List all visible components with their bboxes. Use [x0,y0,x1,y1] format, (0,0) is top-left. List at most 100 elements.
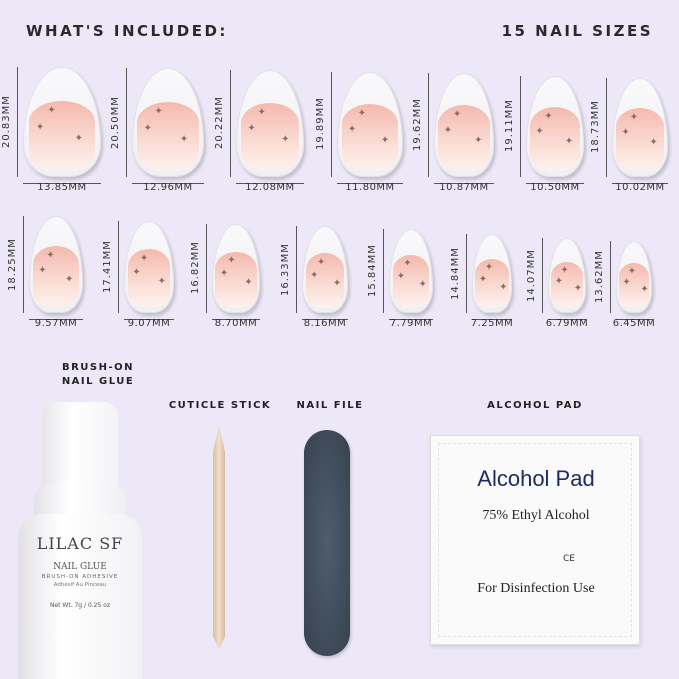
press-on-nail: ✦ ✦ ✦ [471,234,513,313]
star-charm-icon: ✦ [179,133,189,145]
star-charm-icon: ✦ [281,134,290,146]
press-on-nail: ✦ ✦ ✦ [236,69,304,177]
stick-label: CUTICLE STICK [168,400,272,411]
height-line [465,234,467,313]
height-line [383,229,385,313]
height-line [605,77,607,177]
star-charm-icon: ✦ [154,106,163,118]
press-on-nail: ✦ ✦ ✦ [302,226,348,313]
nail-glue-bottle: LILAC SF NAIL GLUE BRUSH-ON ADHESIVE Adh… [18,402,142,679]
press-on-nail: ✦ ✦ ✦ [433,73,495,177]
height-line [427,73,429,177]
star-charm-icon: ✦ [227,255,236,267]
nail-width-label: 8.70MM [214,318,258,329]
press-on-nail: ✦ ✦ ✦ [211,223,261,313]
nail-height-label: 18.25MM [7,237,19,291]
height-line [17,66,19,177]
star-charm-icon: ✦ [403,258,412,270]
width-line [336,183,404,184]
star-charm-icon: ✦ [74,132,84,144]
width-line [236,183,304,184]
width-line [29,319,83,320]
height-line [23,216,25,313]
bottle-french: Adhésif Au Pinceau [53,582,107,588]
bottle-product: NAIL GLUE [53,562,107,572]
star-charm-icon: ✦ [396,271,406,283]
nail-width-label: 7.79MM [389,318,433,329]
press-on-nail: ✦ ✦ ✦ [611,77,669,177]
pad-line2: For Disinfection Use [477,581,595,596]
press-on-nail: ✦ ✦ ✦ [615,240,653,313]
pad-label: ALCOHOL PAD [487,400,583,411]
nail-width-label: 12.96MM [143,182,193,193]
star-charm-icon: ✦ [629,112,639,124]
width-line [211,319,261,320]
star-charm-icon: ✦ [38,264,47,276]
star-charm-icon: ✦ [640,284,649,296]
star-charm-icon: ✦ [257,107,266,119]
pad-title: Alcohol Pad [477,466,595,491]
star-charm-icon: ✦ [65,274,74,286]
star-charm-icon: ✦ [47,105,56,117]
nail-height-label: 20.22MM [214,96,226,150]
star-charm-icon: ✦ [621,127,630,139]
star-charm-icon: ✦ [474,135,483,147]
height-line [609,240,611,313]
nail-height-label: 18.73MM [589,100,601,154]
star-charm-icon: ✦ [316,256,326,268]
star-charm-icon: ✦ [332,278,342,290]
nail-height-label: 16.33MM [280,242,292,296]
nail-width-label: 9.07MM [127,318,171,329]
width-line [23,183,101,184]
height-line [117,220,119,313]
star-charm-icon: ✦ [573,283,583,295]
star-charm-icon: ✦ [347,124,357,136]
glue-label-1: BRUSH-ON [61,362,135,373]
height-line [330,71,332,177]
bottle-brand: LILAC SF [36,534,124,553]
nail-width-label: 10.87MM [439,182,489,193]
nail-file [304,430,350,656]
nail-width-label: 10.02MM [615,182,665,193]
width-line [389,319,433,320]
header-title: WHAT'S INCLUDED: [26,22,228,40]
pad-line1: 75% Ethyl Alcohol [482,508,590,523]
star-charm-icon: ✦ [627,266,637,278]
star-charm-icon: ✦ [478,273,488,285]
header-sizes: 15 NAIL SIZES [501,22,653,40]
width-line [611,183,669,184]
nail-height-label: 19.11MM [503,99,515,153]
star-charm-icon: ✦ [535,126,544,138]
star-charm-icon: ✦ [35,121,45,133]
star-charm-icon: ✦ [622,276,631,288]
press-on-nail: ✦ ✦ ✦ [23,66,101,177]
nail-height-label: 14.84MM [449,246,461,300]
height-line [519,75,521,177]
star-charm-icon: ✦ [484,261,494,273]
height-line [205,223,207,313]
width-line [471,319,513,320]
nail-height-label: 13.62MM [593,250,605,303]
pad-ce: CE [563,554,575,564]
cuticle-stick [213,425,225,650]
nail-height-label: 17.41MM [101,239,113,293]
press-on-nail: ✦ ✦ ✦ [389,229,433,313]
star-charm-icon: ✦ [443,124,453,136]
press-on-nail: ✦ ✦ ✦ [131,68,205,177]
star-charm-icon: ✦ [357,108,367,120]
star-charm-icon: ✦ [418,279,427,291]
star-charm-icon: ✦ [244,277,253,289]
height-line [296,226,298,313]
nail-width-label: 13.85MM [37,182,87,193]
star-charm-icon: ✦ [499,281,508,293]
press-on-nail: ✦ ✦ ✦ [525,75,585,177]
press-on-nail: ✦ ✦ ✦ [29,216,83,313]
alcohol-pad: Alcohol Pad 75% Ethyl Alcohol CE For Dis… [430,435,640,645]
press-on-nail: ✦ ✦ ✦ [547,238,586,313]
star-charm-icon: ✦ [554,275,564,287]
nail-width-label: 6.45MM [612,318,656,329]
press-on-nail: ✦ ✦ ✦ [123,220,175,313]
height-line [230,69,232,177]
star-charm-icon: ✦ [157,276,166,288]
width-line [433,183,495,184]
